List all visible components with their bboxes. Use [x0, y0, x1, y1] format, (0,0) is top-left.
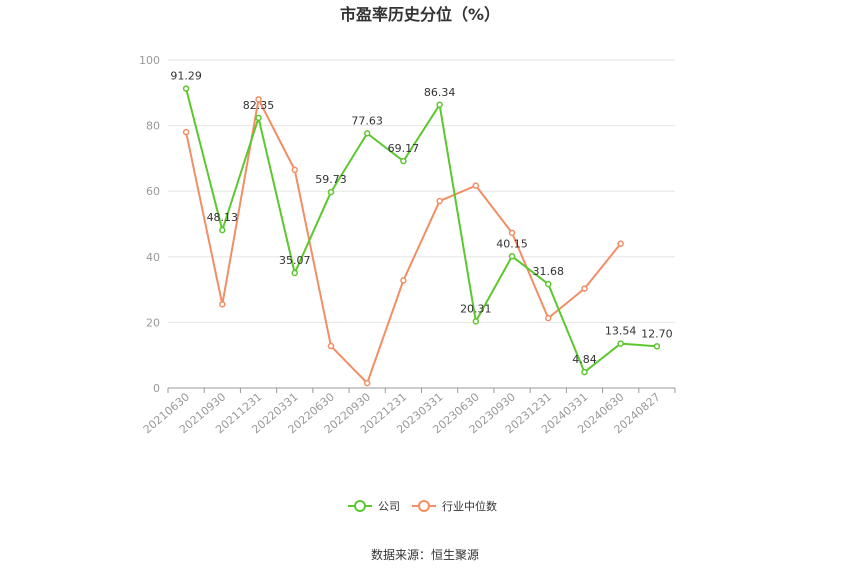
data-point	[400, 277, 407, 284]
data-point	[617, 240, 624, 247]
data-label: 82.35	[243, 99, 275, 112]
data-point	[363, 379, 371, 387]
legend-item-0[interactable]: 公司	[348, 500, 400, 513]
data-label: 20.31	[460, 302, 492, 315]
legend-label: 行业中位数	[442, 499, 497, 513]
grid	[168, 59, 675, 323]
data-point	[219, 301, 226, 308]
data-point	[436, 101, 443, 109]
y-tick-label: 100	[139, 54, 160, 67]
data-point	[472, 182, 480, 189]
data-point	[255, 114, 262, 122]
data-point	[400, 157, 407, 165]
data-label: 59.73	[315, 173, 347, 186]
data-point	[363, 130, 371, 137]
y-axis: 0 20 40 60 80 100	[139, 54, 160, 395]
data-point	[291, 269, 298, 277]
data-point	[545, 280, 552, 288]
x-axis: 2021063020210930202112312022033120220630…	[141, 387, 676, 436]
data-point	[291, 166, 298, 174]
data-point	[182, 85, 190, 92]
source-note: 数据来源：恒生聚源	[371, 547, 479, 562]
legend-label: 公司	[378, 500, 400, 513]
legend-item-1[interactable]: 行业中位数	[412, 499, 497, 513]
data-label: 86.34	[424, 86, 456, 99]
data-label: 12.70	[641, 327, 673, 340]
series-points	[182, 85, 661, 387]
y-tick-label: 40	[146, 251, 160, 264]
data-label: 31.68	[533, 265, 565, 278]
data-point	[436, 197, 443, 205]
data-label: 69.17	[388, 142, 420, 155]
data-label: 40.15	[496, 237, 528, 250]
data-label: 77.63	[351, 114, 383, 127]
data-point	[219, 226, 226, 234]
data-point	[581, 285, 588, 292]
data-point	[508, 229, 516, 237]
data-point	[327, 188, 335, 196]
series-lines	[185, 88, 657, 385]
data-label: 13.54	[605, 325, 637, 338]
data-point	[545, 314, 552, 322]
data-point	[472, 318, 480, 325]
data-label: 35.07	[279, 254, 311, 267]
data-label: 48.13	[207, 211, 239, 224]
data-point	[182, 128, 190, 136]
data-labels: 91.29 48.13 82.35 35.07 59.73 77.63 69.17 86.34…	[170, 70, 672, 367]
data-point	[581, 368, 588, 376]
legend-marker	[354, 500, 366, 512]
legend-marker	[418, 500, 430, 512]
legend[interactable]: 公司 行业中位数	[348, 499, 497, 513]
data-point	[617, 340, 624, 347]
data-label: 4.84	[572, 353, 597, 366]
data-point	[508, 253, 516, 260]
data-point	[653, 343, 661, 350]
y-tick-label: 20	[146, 316, 160, 329]
series-line-0	[185, 88, 657, 374]
y-tick-label: 60	[146, 185, 160, 198]
data-label: 91.29	[170, 70, 202, 83]
data-point	[327, 342, 335, 350]
chart-title: 市盈率历史分位（%）	[340, 5, 500, 24]
data-point	[255, 96, 262, 103]
y-tick-label: 0	[153, 382, 160, 395]
y-tick-label: 80	[146, 120, 160, 133]
